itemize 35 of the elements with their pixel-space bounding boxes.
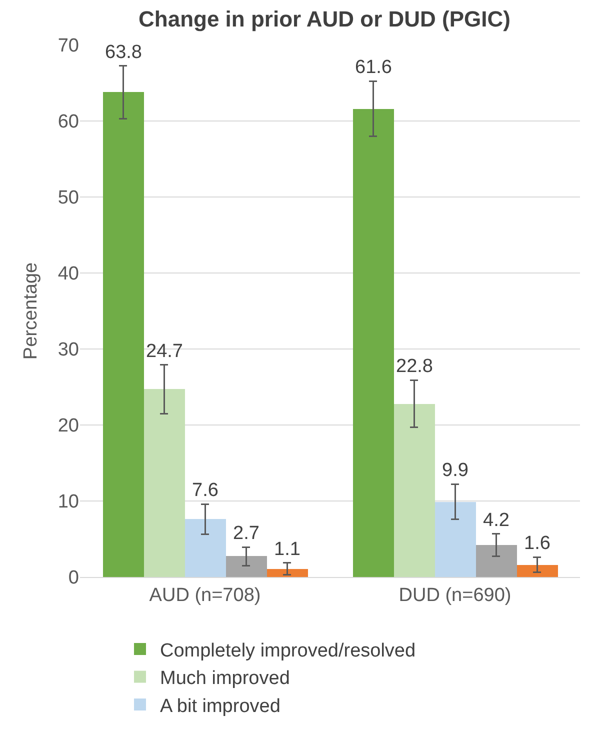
legend-label: Completely improved/resolved xyxy=(160,640,416,662)
bar xyxy=(267,569,308,577)
bar xyxy=(185,519,226,577)
y-tick-label: 50 xyxy=(58,188,79,209)
y-axis-title: Percentage xyxy=(20,262,42,360)
bar xyxy=(103,92,144,577)
data-label: 9.9 xyxy=(442,460,468,481)
y-tick-label: 40 xyxy=(58,264,79,285)
data-label: 4.2 xyxy=(483,510,510,531)
data-label: 2.7 xyxy=(233,523,260,544)
data-label: 61.6 xyxy=(355,57,392,78)
y-tick-label: 10 xyxy=(58,492,79,513)
bar xyxy=(476,545,517,577)
bar xyxy=(435,502,476,577)
bar xyxy=(517,565,558,577)
y-tick-label: 70 xyxy=(58,36,79,57)
bar xyxy=(353,109,394,577)
y-tick-label: 0 xyxy=(68,568,79,589)
x-tick-label: DUD (n=690) xyxy=(398,584,512,606)
data-label: 7.6 xyxy=(192,480,218,501)
data-label: 22.8 xyxy=(396,356,433,377)
legend-label: A bit improved xyxy=(160,696,280,717)
legend-label: Much improved xyxy=(160,668,290,690)
data-label: 24.7 xyxy=(146,341,183,362)
chart-title: Change in prior AUD or DUD (PGIC) xyxy=(138,6,510,32)
bar xyxy=(394,404,435,577)
bar xyxy=(226,556,267,577)
x-tick-label: AUD (n=708) xyxy=(149,584,261,606)
data-label: 1.1 xyxy=(274,539,300,560)
data-label: 63.8 xyxy=(105,42,142,63)
y-tick-label: 30 xyxy=(58,340,79,361)
bar xyxy=(144,389,185,577)
data-label: 1.6 xyxy=(524,533,550,554)
y-tick-label: 20 xyxy=(58,416,79,437)
y-tick-label: 60 xyxy=(58,112,79,133)
